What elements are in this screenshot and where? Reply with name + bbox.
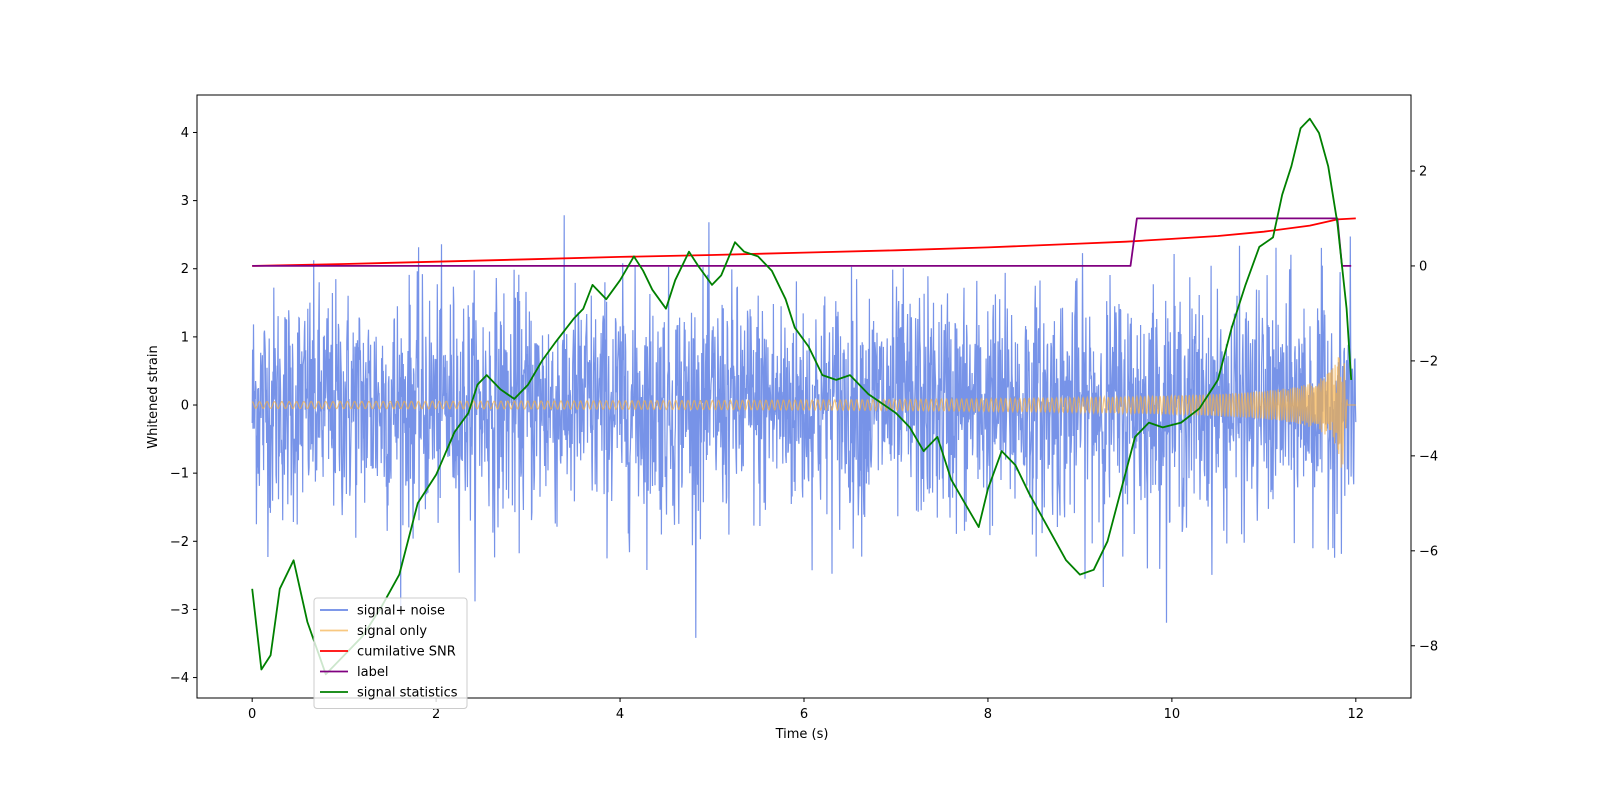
y-tick-label: −4	[170, 671, 189, 686]
legend-label: signal only	[357, 624, 427, 639]
series-label	[252, 217, 1352, 267]
legend-label: cumilative SNR	[357, 645, 456, 660]
y2-tick-label: −2	[1419, 354, 1438, 369]
y-tick-label: 4	[181, 126, 189, 141]
y-axis-label: Whitened strain	[146, 345, 161, 448]
x-tick-label: 2	[432, 707, 440, 722]
x-axis-label: Time (s)	[775, 727, 829, 742]
x-tick-label: 12	[1348, 707, 1365, 722]
y-tick-label: 2	[181, 262, 189, 277]
y-tick-label: 3	[181, 194, 189, 209]
y2-tick-label: 2	[1419, 164, 1427, 179]
y2-tick-label: −8	[1419, 639, 1438, 654]
series-signal-noise	[251, 215, 1357, 638]
series-signal-statistics	[251, 117, 1353, 676]
legend-label: signal+ noise	[357, 604, 445, 619]
x-tick-label: 6	[800, 707, 808, 722]
y-tick-label: −3	[170, 603, 189, 618]
y-axis-right: −8 −6 −4 −2 0 2	[1411, 164, 1438, 654]
series-signal-only	[251, 357, 1356, 468]
x-tick-label: 10	[1164, 707, 1181, 722]
x-tick-label: 8	[984, 707, 992, 722]
legend-box	[313, 597, 468, 709]
y-tick-label: −2	[170, 535, 189, 550]
y-tick-label: −1	[170, 467, 189, 482]
x-tick-label: 4	[616, 707, 624, 722]
legend: signal+ noise signal only cumilative SNR la…	[313, 597, 468, 709]
series-cumilative-snr	[252, 217, 1356, 267]
y-tick-label: 1	[181, 330, 189, 345]
y2-tick-label: −6	[1419, 544, 1438, 559]
y-tick-label: 0	[181, 399, 189, 414]
y2-tick-label: −4	[1419, 449, 1438, 464]
series-layer	[251, 117, 1357, 676]
y2-tick-label: 0	[1419, 259, 1427, 274]
x-tick-label: 0	[248, 707, 256, 722]
y-axis-left: −4 −3 −2 −1 0 1 2 3 4	[170, 126, 197, 686]
legend-label: label	[357, 665, 388, 680]
legend-label: signal statistics	[357, 686, 458, 701]
